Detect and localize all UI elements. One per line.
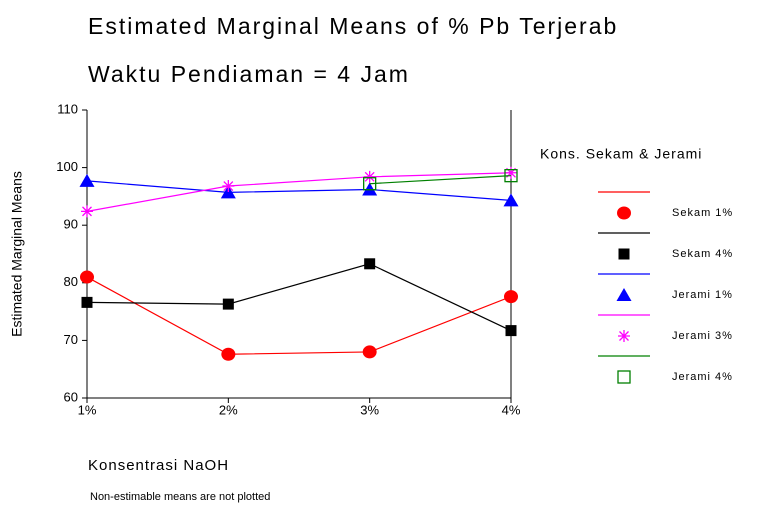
marker xyxy=(364,258,376,270)
series-line xyxy=(369,175,512,185)
marker xyxy=(222,298,234,310)
legend-label: Sekam 1% xyxy=(672,207,733,219)
marker xyxy=(504,169,518,183)
y-axis-label: Estimated Marginal Means xyxy=(9,171,25,337)
marker xyxy=(617,206,631,220)
x-axis-label: Konsentrasi NaOH xyxy=(88,457,229,474)
x-tick-label: 2% xyxy=(219,402,238,417)
legend-label: Sekam 4% xyxy=(672,248,733,260)
chart-subtitle: Waktu Pendiaman = 4 Jam xyxy=(88,61,410,87)
y-tick-label: 90 xyxy=(64,217,78,232)
footnote: Non-estimable means are not plotted xyxy=(90,491,270,503)
y-tick-label: 110 xyxy=(57,101,78,116)
legend-label: Jerami 4% xyxy=(672,371,733,383)
marker xyxy=(362,345,377,359)
series-line xyxy=(86,276,512,355)
marker xyxy=(505,325,517,337)
marker xyxy=(80,270,94,284)
y-tick-label: 70 xyxy=(64,332,78,347)
marker xyxy=(79,173,95,187)
marker xyxy=(617,370,631,384)
legend-title: Kons. Sekam & Jerami xyxy=(540,146,702,162)
marker xyxy=(504,290,518,304)
series-line xyxy=(86,263,512,332)
x-tick-label: 1% xyxy=(78,402,97,417)
legend-label: Jerami 3% xyxy=(672,330,733,342)
marker xyxy=(363,170,376,183)
marker xyxy=(618,248,630,260)
marker xyxy=(503,193,519,207)
marker xyxy=(81,205,93,218)
x-tick-label: 3% xyxy=(360,402,379,417)
y-tick-label: 100 xyxy=(56,159,78,174)
legend-label: Jerami 1% xyxy=(672,289,733,301)
marker xyxy=(363,177,377,191)
y-tick-label: 80 xyxy=(64,274,78,289)
series-line xyxy=(86,180,512,202)
marker xyxy=(618,330,630,342)
marker xyxy=(221,347,236,361)
marker xyxy=(505,166,517,179)
x-tick-label: 4% xyxy=(502,402,521,417)
series-line xyxy=(86,172,512,212)
y-tick-label: 60 xyxy=(64,389,78,404)
chart-title: Estimated Marginal Means of % Pb Terjera… xyxy=(88,13,618,39)
marker xyxy=(362,182,378,196)
marker xyxy=(222,180,235,193)
marker xyxy=(616,288,632,301)
marker xyxy=(81,296,93,308)
